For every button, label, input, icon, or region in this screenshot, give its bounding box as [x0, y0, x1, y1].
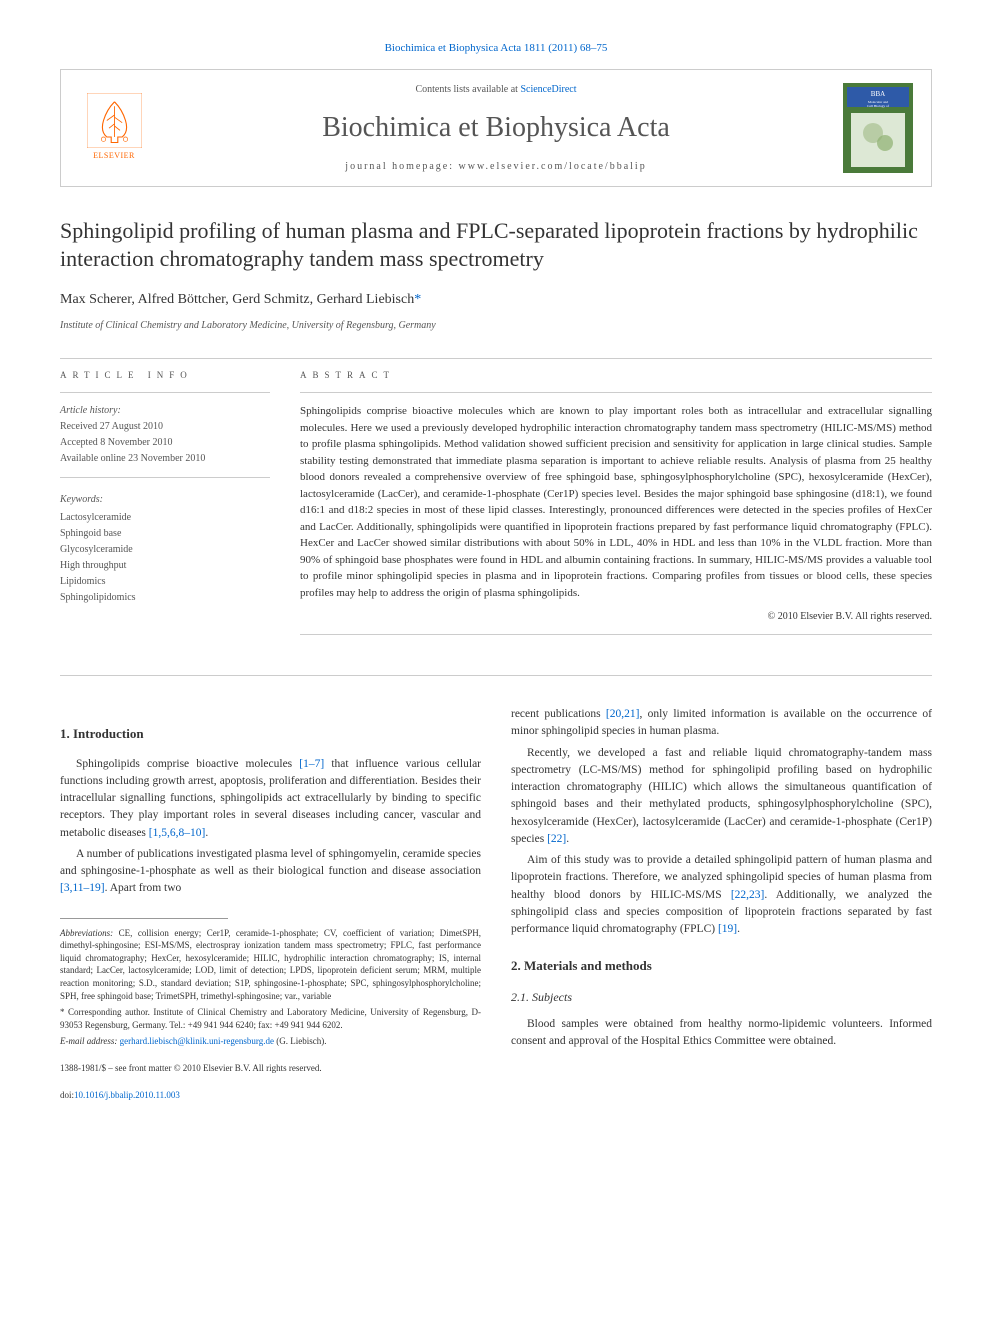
- header-center: Contents lists available at ScienceDirec…: [149, 82, 843, 174]
- keywords-label: Keywords:: [60, 492, 270, 508]
- publisher-logo: ELSEVIER: [79, 88, 149, 168]
- abstract-heading: ABSTRACT: [300, 369, 932, 383]
- journal-header: ELSEVIER Contents lists available at Sci…: [60, 69, 932, 187]
- keyword: Sphingolipidomics: [60, 590, 270, 606]
- divider: [60, 392, 270, 393]
- corresponding-footnote: * Corresponding author. Institute of Cli…: [60, 1006, 481, 1031]
- article-info-col: ARTICLE INFO Article history: Received 2…: [60, 369, 270, 646]
- corresponding-marker: *: [414, 292, 421, 307]
- keyword: Sphingoid base: [60, 526, 270, 542]
- body-columns: 1. Introduction Sphingolipids comprise b…: [60, 706, 932, 1101]
- keyword: Lactosylceramide: [60, 510, 270, 526]
- abbrev-text: CE, collision energy; Cer1P, ceramide-1-…: [60, 928, 481, 1001]
- ref-link[interactable]: [20,21]: [606, 708, 640, 720]
- keywords-block: Keywords: Lactosylceramide Sphingoid bas…: [60, 492, 270, 606]
- sciencedirect-link[interactable]: ScienceDirect: [520, 84, 576, 95]
- affiliation: Institute of Clinical Chemistry and Labo…: [60, 318, 932, 333]
- text-span: Recently, we developed a fast and reliab…: [511, 747, 932, 845]
- doi-link[interactable]: 10.1016/j.bbalip.2010.11.003: [74, 1090, 180, 1100]
- contents-prefix: Contents lists available at: [415, 84, 520, 95]
- svg-text:BBA: BBA: [871, 90, 885, 98]
- history-item: Available online 23 November 2010: [60, 451, 270, 467]
- email-link[interactable]: gerhard.liebisch@klinik.uni-regensburg.d…: [120, 1036, 274, 1046]
- text-span: recent publications: [511, 708, 606, 720]
- divider: [300, 392, 932, 393]
- history-label: Article history:: [60, 403, 270, 419]
- footnote-divider: [60, 918, 228, 919]
- email-footnote: E-mail address: gerhard.liebisch@klinik.…: [60, 1035, 481, 1048]
- authors-line: Max Scherer, Alfred Böttcher, Gerd Schmi…: [60, 289, 932, 310]
- ref-link[interactable]: [1,5,6,8–10]: [149, 827, 206, 839]
- article-title: Sphingolipid profiling of human plasma a…: [60, 217, 932, 274]
- subjects-paragraph: Blood samples were obtained from healthy…: [511, 1016, 932, 1051]
- ref-link[interactable]: [3,11–19]: [60, 882, 105, 894]
- text-span: A number of publications investigated pl…: [60, 848, 481, 877]
- abstract-text: Sphingolipids comprise bioactive molecul…: [300, 403, 932, 601]
- authors-names: Max Scherer, Alfred Böttcher, Gerd Schmi…: [60, 292, 414, 307]
- contents-line: Contents lists available at ScienceDirec…: [149, 82, 843, 97]
- doi-prefix: doi:: [60, 1090, 74, 1100]
- abbreviations-footnote: Abbreviations: CE, collision energy; Cer…: [60, 927, 481, 1003]
- subjects-heading: 2.1. Subjects: [511, 988, 932, 1006]
- text-span: Sphingolipids comprise bioactive molecul…: [76, 758, 299, 770]
- body-paragraph: Aim of this study was to provide a detai…: [511, 852, 932, 938]
- ref-link[interactable]: [22,23]: [731, 889, 765, 901]
- publisher-name: ELSEVIER: [93, 150, 135, 162]
- body-paragraph: recent publications [20,21], only limite…: [511, 706, 932, 741]
- cover-icon: BBA Molecular and Cell Biology of: [843, 83, 913, 173]
- left-column: 1. Introduction Sphingolipids comprise b…: [60, 706, 481, 1101]
- body-paragraph: Recently, we developed a fast and reliab…: [511, 745, 932, 849]
- abbrev-label: Abbreviations:: [60, 928, 113, 938]
- journal-cover-thumbnail: BBA Molecular and Cell Biology of: [843, 83, 913, 173]
- issn-line: 1388-1981/$ – see front matter © 2010 El…: [60, 1062, 481, 1075]
- history-item: Accepted 8 November 2010: [60, 435, 270, 451]
- elsevier-tree-icon: [87, 93, 142, 148]
- email-label: E-mail address:: [60, 1036, 117, 1046]
- article-info-heading: ARTICLE INFO: [60, 369, 270, 383]
- divider: [60, 675, 932, 676]
- ref-link[interactable]: [19]: [718, 923, 737, 935]
- text-span: . Apart from two: [105, 882, 182, 894]
- divider: [300, 634, 932, 635]
- divider: [60, 358, 932, 359]
- journal-title: Biochimica et Biophysica Acta: [149, 107, 843, 149]
- abstract-col: ABSTRACT Sphingolipids comprise bioactiv…: [300, 369, 932, 646]
- journal-homepage: journal homepage: www.elsevier.com/locat…: [149, 159, 843, 174]
- divider: [60, 477, 270, 478]
- keyword: Glycosylceramide: [60, 542, 270, 558]
- intro-heading: 1. Introduction: [60, 724, 481, 744]
- info-abstract-row: ARTICLE INFO Article history: Received 2…: [60, 369, 932, 646]
- email-suffix: (G. Liebisch).: [274, 1036, 326, 1046]
- text-span: .: [205, 827, 208, 839]
- keyword: High throughput: [60, 558, 270, 574]
- text-span: .: [566, 833, 569, 845]
- text-span: .: [737, 923, 740, 935]
- article-history: Article history: Received 27 August 2010…: [60, 403, 270, 467]
- history-item: Received 27 August 2010: [60, 419, 270, 435]
- methods-heading: 2. Materials and methods: [511, 956, 932, 976]
- intro-paragraph: A number of publications investigated pl…: [60, 846, 481, 898]
- keyword: Lipidomics: [60, 574, 270, 590]
- ref-link[interactable]: [22]: [547, 833, 566, 845]
- intro-paragraph: Sphingolipids comprise bioactive molecul…: [60, 756, 481, 842]
- top-citation: Biochimica et Biophysica Acta 1811 (2011…: [60, 40, 932, 57]
- corr-text: Corresponding author. Institute of Clini…: [60, 1007, 481, 1030]
- doi-line: doi:10.1016/j.bbalip.2010.11.003: [60, 1089, 481, 1102]
- right-column: recent publications [20,21], only limite…: [511, 706, 932, 1101]
- svg-text:Cell Biology of: Cell Biology of: [867, 104, 890, 108]
- abstract-copyright: © 2010 Elsevier B.V. All rights reserved…: [300, 609, 932, 624]
- ref-link[interactable]: [1–7]: [299, 758, 324, 770]
